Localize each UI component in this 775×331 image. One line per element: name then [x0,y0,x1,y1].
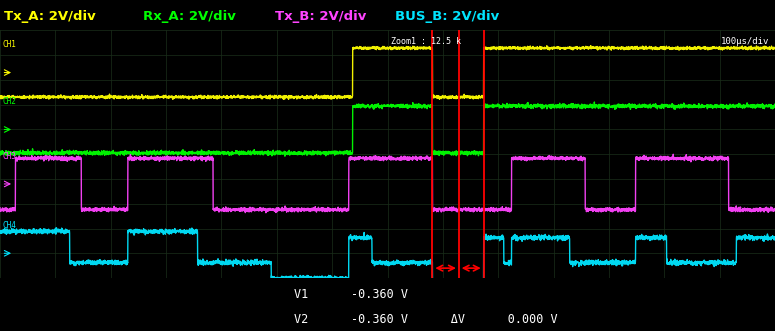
Text: BUS_B: 2V/div: BUS_B: 2V/div [395,10,500,23]
Text: 100μs/div: 100μs/div [722,37,770,46]
Text: CH3: CH3 [2,152,16,161]
Text: Tx_A: 2V/div: Tx_A: 2V/div [4,10,95,23]
Text: V1      -0.360 V: V1 -0.360 V [294,289,408,302]
Text: Tx_B: 2V/div: Tx_B: 2V/div [275,10,367,23]
Text: V2      -0.360 V      ΔV      0.000 V: V2 -0.360 V ΔV 0.000 V [294,313,558,326]
Text: CH1: CH1 [2,40,16,49]
Text: Rx_A: 2V/div: Rx_A: 2V/div [143,10,236,23]
Text: CH4: CH4 [2,221,16,230]
Text: CH2: CH2 [2,97,16,106]
Text: Zoom1 : 12.5 k: Zoom1 : 12.5 k [391,37,461,46]
